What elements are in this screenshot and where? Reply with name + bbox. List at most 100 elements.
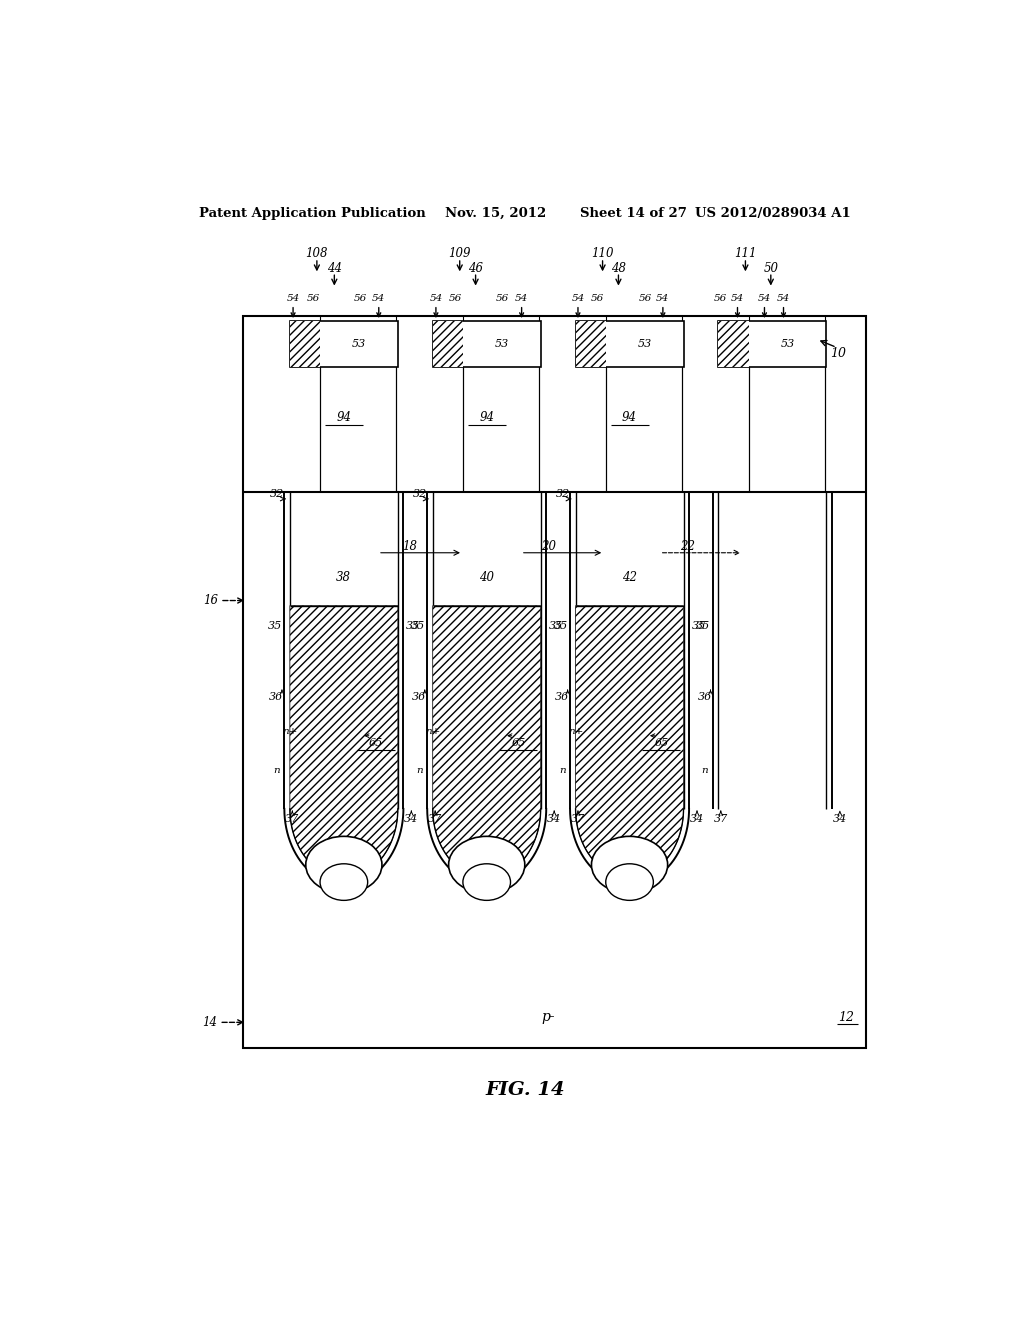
Text: 65: 65	[369, 738, 383, 748]
Text: 35: 35	[691, 620, 706, 631]
Text: 35: 35	[267, 620, 282, 631]
Text: 42: 42	[622, 570, 637, 583]
Text: n+: n+	[568, 727, 584, 737]
Text: 110: 110	[591, 247, 613, 260]
Text: 34: 34	[833, 814, 847, 824]
Text: 34: 34	[547, 814, 561, 824]
Text: Nov. 15, 2012: Nov. 15, 2012	[445, 207, 547, 220]
Text: n+: n+	[283, 727, 298, 737]
Text: Patent Application Publication: Patent Application Publication	[200, 207, 426, 220]
Text: 54: 54	[777, 294, 791, 304]
Text: 56: 56	[307, 294, 321, 304]
Text: 53: 53	[495, 339, 509, 348]
Text: 32: 32	[270, 488, 285, 499]
Bar	[719, 321, 826, 367]
Bar	[575, 321, 606, 367]
Text: 35: 35	[696, 620, 711, 631]
Text: 40: 40	[479, 570, 495, 583]
Text: 44: 44	[327, 261, 342, 275]
Text: 53: 53	[352, 339, 367, 348]
Text: 56: 56	[449, 294, 462, 304]
Text: 56: 56	[591, 294, 604, 304]
Text: 18: 18	[402, 540, 417, 553]
Text: 36: 36	[412, 692, 426, 702]
Text: 48: 48	[611, 261, 626, 275]
Text: US 2012/0289034 A1: US 2012/0289034 A1	[695, 207, 851, 220]
Text: 54: 54	[515, 294, 528, 304]
Text: 50: 50	[763, 261, 778, 275]
Ellipse shape	[592, 837, 668, 894]
Text: 56: 56	[354, 294, 368, 304]
Text: 36: 36	[697, 692, 712, 702]
Text: 54: 54	[656, 294, 670, 304]
Text: 65: 65	[654, 738, 669, 748]
Text: 46: 46	[468, 261, 483, 275]
Text: 35: 35	[549, 620, 563, 631]
Text: n+: n+	[425, 727, 440, 737]
Text: 56: 56	[639, 294, 652, 304]
Text: 108: 108	[305, 247, 328, 260]
Text: p-: p-	[542, 1010, 555, 1024]
Bar	[433, 321, 463, 367]
Text: 56: 56	[714, 294, 727, 304]
Text: 35: 35	[406, 620, 420, 631]
Ellipse shape	[306, 837, 382, 894]
Text: n: n	[273, 766, 280, 775]
Text: 37: 37	[285, 814, 299, 824]
Text: p: p	[628, 849, 635, 858]
Bar	[290, 321, 321, 367]
Text: 36: 36	[269, 692, 284, 702]
Text: 109: 109	[449, 247, 471, 260]
Bar	[575, 321, 684, 367]
Text: n: n	[701, 766, 709, 775]
Polygon shape	[575, 606, 684, 878]
Text: 14: 14	[202, 1016, 217, 1028]
Text: 32: 32	[556, 488, 570, 499]
Text: 54: 54	[287, 294, 300, 304]
Polygon shape	[290, 606, 397, 878]
Text: 54: 54	[731, 294, 744, 304]
Bar	[719, 321, 749, 367]
Text: 37: 37	[570, 814, 585, 824]
Text: 37: 37	[714, 814, 728, 824]
Ellipse shape	[463, 863, 511, 900]
Text: 32: 32	[413, 488, 427, 499]
Text: 53: 53	[638, 339, 652, 348]
Text: 94: 94	[479, 411, 495, 424]
Text: 35: 35	[553, 620, 567, 631]
Text: 111: 111	[734, 247, 757, 260]
Text: p: p	[342, 849, 349, 858]
Text: 36: 36	[555, 692, 569, 702]
Text: p: p	[484, 849, 492, 858]
Text: 54: 54	[758, 294, 771, 304]
Bar	[243, 315, 866, 1048]
Text: 12: 12	[839, 1011, 854, 1024]
Text: 53: 53	[780, 339, 795, 348]
Polygon shape	[433, 606, 541, 878]
Ellipse shape	[449, 837, 524, 894]
Text: 54: 54	[429, 294, 442, 304]
Text: 22: 22	[680, 540, 695, 553]
Text: Sheet 14 of 27: Sheet 14 of 27	[581, 207, 687, 220]
Text: 54: 54	[372, 294, 385, 304]
Text: 54: 54	[571, 294, 585, 304]
Ellipse shape	[321, 863, 368, 900]
Text: 34: 34	[404, 814, 419, 824]
Text: 35: 35	[411, 620, 425, 631]
Text: 65: 65	[511, 738, 525, 748]
Text: 34: 34	[690, 814, 705, 824]
Text: n: n	[559, 766, 565, 775]
Text: 94: 94	[336, 411, 351, 424]
Text: 16: 16	[203, 594, 218, 607]
Text: 20: 20	[541, 540, 556, 553]
Text: n: n	[416, 766, 423, 775]
Text: 10: 10	[830, 347, 846, 360]
Text: 94: 94	[622, 411, 637, 424]
Text: 37: 37	[428, 814, 442, 824]
Ellipse shape	[606, 863, 653, 900]
Text: 38: 38	[336, 570, 351, 583]
Text: 56: 56	[496, 294, 509, 304]
Bar	[433, 321, 541, 367]
Text: FIG. 14: FIG. 14	[485, 1081, 564, 1100]
Bar	[290, 321, 397, 367]
